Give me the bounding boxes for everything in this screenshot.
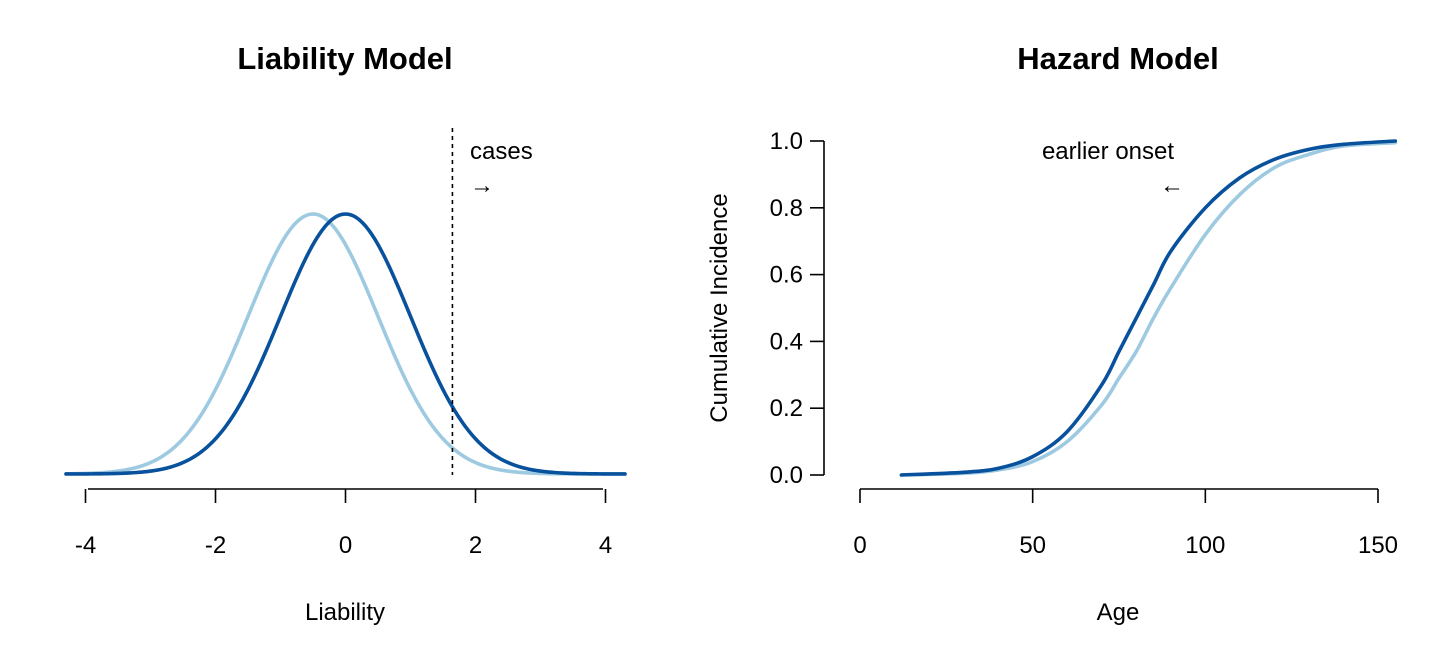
hazard-model-panel: Hazard Model earlier onset ← 0.00.20.40.…	[706, 41, 1398, 626]
liability-curves	[64, 212, 627, 476]
hazard-y-tick-label: 1.0	[770, 128, 803, 155]
hazard-y-tick-label: 0.4	[770, 328, 803, 355]
cases-annotation: cases	[470, 138, 533, 165]
liability-curve-light	[64, 212, 627, 476]
liability-x-tick-label: 4	[599, 532, 612, 559]
liability-x-tick-label: 2	[469, 532, 482, 559]
hazard-curves	[899, 139, 1398, 477]
hazard-x-tick-label: 100	[1185, 532, 1225, 559]
hazard-curve-light	[899, 140, 1398, 477]
hazard-x-tick-label: 150	[1358, 532, 1398, 559]
liability-x-tick-label: -4	[75, 532, 96, 559]
hazard-x-ticks: 0 50 100 150	[853, 489, 1398, 559]
hazard-y-tick-label: 0.6	[770, 262, 803, 289]
hazard-x-tick-label: 50	[1019, 532, 1046, 559]
hazard-y-ticks: 0.0 0.2 0.4 0.6 0.8 1.0	[770, 128, 824, 489]
liability-chart-title: Liability Model	[237, 41, 452, 76]
hazard-y-axis-label: Cumulative Incidence	[706, 193, 733, 422]
liability-curve-dark	[64, 212, 627, 476]
hazard-y-tick-label: 0.0	[770, 462, 803, 489]
earlier-onset-annotation: earlier onset	[1042, 138, 1174, 165]
liability-x-ticks: -4 -2 0 2 4	[75, 489, 612, 559]
hazard-x-axis-label: Age	[1097, 599, 1140, 626]
liability-x-tick-label: 0	[339, 532, 352, 559]
liability-x-tick-label: -2	[205, 532, 226, 559]
liability-model-panel: Liability Model cases → -4 -2 0 2 4 Liabilit…	[64, 41, 627, 626]
cases-arrow: →	[470, 172, 494, 199]
hazard-y-tick-label: 0.8	[770, 195, 803, 222]
hazard-curve-dark	[899, 139, 1398, 477]
hazard-x-tick-label: 0	[853, 532, 866, 559]
liability-x-axis-label: Liability	[305, 599, 385, 626]
hazard-y-tick-label: 0.2	[770, 395, 803, 422]
earlier-onset-arrow: ←	[1160, 172, 1184, 199]
hazard-chart-title: Hazard Model	[1017, 41, 1219, 76]
